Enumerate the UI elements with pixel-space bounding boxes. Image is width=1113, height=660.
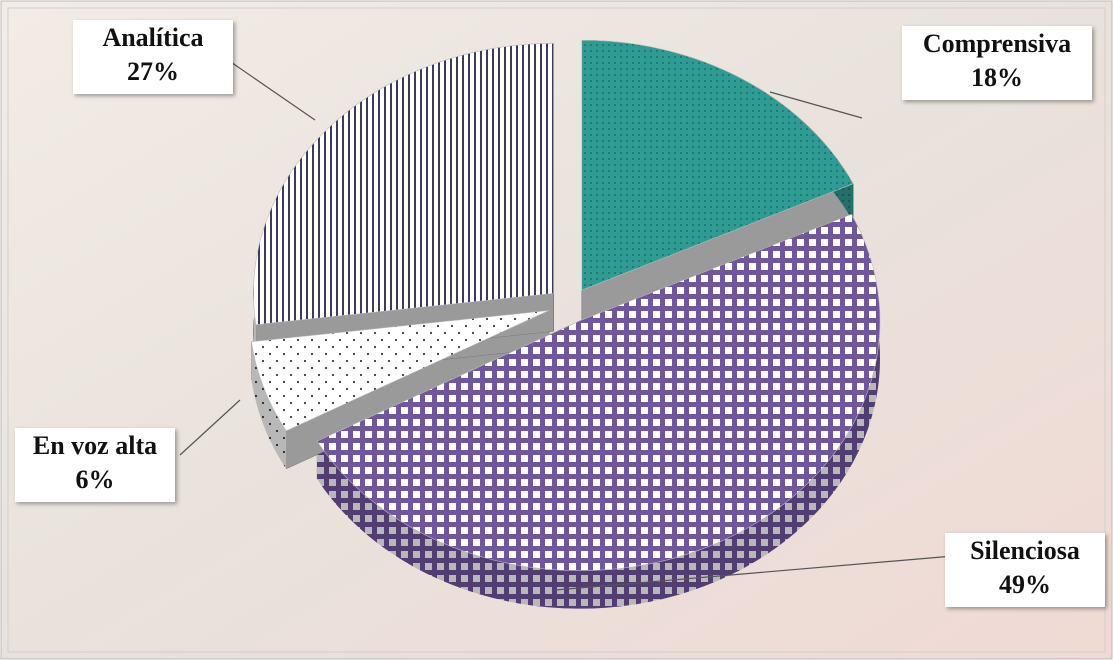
category-label: Silenciosa: [970, 536, 1080, 565]
leader-line: [179, 399, 241, 456]
slice: [251, 310, 550, 432]
leader-line: [224, 57, 316, 121]
category-label: En voz alta: [33, 431, 157, 460]
label-box: [15, 428, 175, 502]
label-box: [902, 26, 1092, 100]
category-label: Comprensiva: [923, 29, 1071, 58]
leader-line: [769, 91, 863, 119]
slice-side: [251, 341, 287, 469]
leader-line: [554, 554, 966, 591]
label-box: [945, 533, 1105, 607]
value-label: 6%: [76, 465, 115, 494]
pie: [251, 39, 881, 609]
label-box: [73, 20, 233, 94]
slice-side-shade: [251, 341, 287, 469]
slice: [316, 213, 881, 571]
slice: [253, 43, 554, 326]
value-label: 49%: [999, 570, 1051, 599]
category-label: Analítica: [102, 23, 203, 52]
value-label: 18%: [971, 63, 1023, 92]
slice: [581, 39, 854, 291]
plot-frame: [7, 7, 1106, 653]
labels: Comprensiva 18% Silenciosa 49% En voz alta 6%…: [15, 20, 1105, 607]
value-label: 27%: [127, 57, 179, 86]
